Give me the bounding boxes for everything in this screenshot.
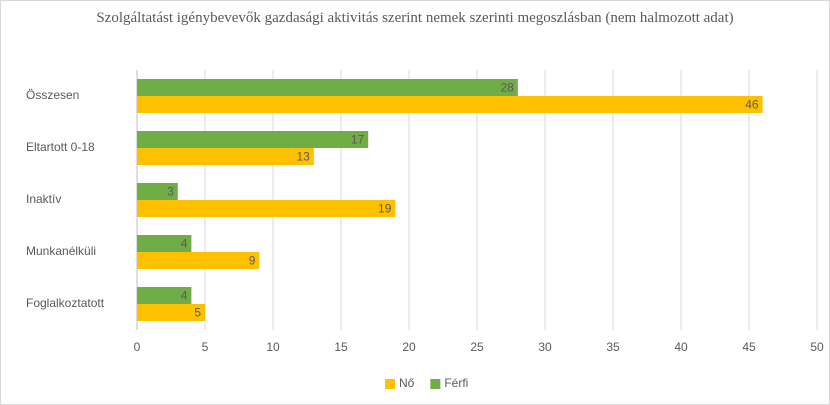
x-tick-label: 10	[266, 340, 280, 354]
value-label: 28	[500, 81, 514, 95]
chart-title: Szolgáltatást igénybevevők gazdasági akt…	[96, 10, 734, 26]
x-tick-label: 40	[674, 340, 688, 354]
y-tick-label: Összesen	[26, 88, 79, 102]
bar	[137, 200, 396, 217]
value-label: 4	[181, 237, 188, 251]
x-tick-label: 20	[402, 340, 416, 354]
value-label: 17	[351, 133, 365, 147]
legend-label: Nő	[399, 376, 415, 390]
bar	[137, 287, 192, 304]
x-tick-label: 5	[202, 340, 209, 354]
bar	[137, 235, 192, 252]
y-tick-label: Inaktív	[26, 192, 61, 206]
bar	[137, 183, 178, 200]
y-tick-label: Munkanélküli	[26, 244, 96, 258]
value-label: 9	[249, 254, 256, 268]
bar	[137, 148, 314, 165]
value-label: 19	[378, 202, 392, 216]
x-tick-label: 45	[742, 340, 756, 354]
x-tick-label: 0	[134, 340, 141, 354]
value-label: 5	[194, 306, 201, 320]
x-tick-label: 30	[538, 340, 552, 354]
value-label: 46	[745, 98, 759, 112]
legend-swatch	[430, 379, 441, 389]
bar	[137, 131, 369, 148]
bar	[137, 304, 205, 321]
value-label: 4	[181, 289, 188, 303]
y-tick-label: Eltartott 0-18	[26, 140, 95, 154]
y-tick-label: Foglalkoztatott	[26, 296, 105, 310]
legend-label: Férfi	[444, 376, 468, 390]
value-label: 13	[296, 150, 310, 164]
legend-swatch	[385, 379, 395, 389]
bar	[137, 252, 260, 269]
bar	[137, 79, 518, 96]
x-tick-label: 15	[334, 340, 348, 354]
x-tick-label: 35	[606, 340, 620, 354]
bar	[137, 96, 763, 113]
x-tick-label: 50	[810, 340, 824, 354]
value-label: 3	[167, 185, 174, 199]
x-tick-label: 25	[470, 340, 484, 354]
